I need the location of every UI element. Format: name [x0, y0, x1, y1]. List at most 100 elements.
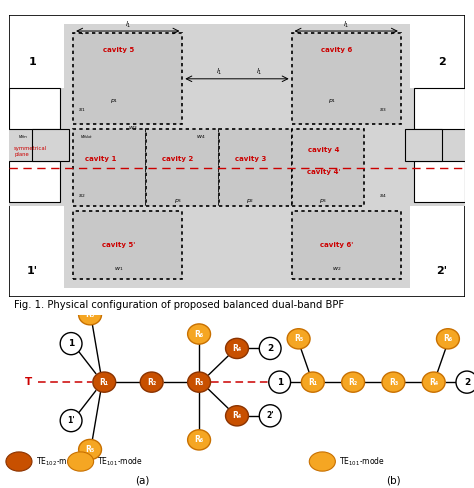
Text: R₄: R₄ — [232, 344, 242, 353]
Text: $w_m$: $w_m$ — [18, 133, 28, 141]
Text: cavity 6': cavity 6' — [320, 242, 354, 248]
Text: $w_2$: $w_2$ — [332, 265, 342, 273]
Text: cavity 3: cavity 3 — [235, 156, 266, 162]
Bar — [405, 161, 442, 202]
Circle shape — [259, 337, 281, 360]
Text: cavity 1: cavity 1 — [85, 156, 116, 162]
Text: $s_3$: $s_3$ — [379, 106, 386, 114]
Bar — [64, 24, 410, 288]
Bar — [73, 33, 182, 124]
Text: $s_4$: $s_4$ — [379, 192, 386, 200]
Text: R₅: R₅ — [85, 310, 95, 319]
Text: 2: 2 — [438, 57, 446, 67]
Bar — [405, 88, 442, 129]
Text: $p_1$: $p_1$ — [328, 97, 337, 104]
Text: (b): (b) — [386, 475, 401, 485]
Ellipse shape — [309, 452, 336, 471]
Ellipse shape — [140, 372, 163, 392]
Text: R₄: R₄ — [429, 378, 438, 386]
Text: 2: 2 — [464, 378, 470, 386]
Text: R₁: R₁ — [100, 378, 109, 386]
Bar — [414, 161, 465, 202]
Text: $w_{slot}$: $w_{slot}$ — [80, 133, 94, 141]
Bar — [32, 88, 69, 129]
Ellipse shape — [79, 305, 101, 325]
Text: 2': 2' — [436, 266, 447, 277]
Bar — [292, 211, 401, 279]
Text: cavity 4: cavity 4 — [308, 146, 339, 153]
Text: R₆: R₆ — [194, 329, 204, 339]
Text: cavity 5: cavity 5 — [103, 46, 134, 53]
Text: 1': 1' — [67, 416, 75, 425]
Text: $p_1$: $p_1$ — [110, 97, 118, 104]
Bar — [146, 129, 219, 206]
Text: 1: 1 — [276, 378, 283, 386]
Bar — [219, 129, 292, 206]
Text: R₁: R₁ — [308, 378, 318, 386]
Ellipse shape — [301, 372, 324, 392]
Bar — [292, 33, 401, 124]
Text: R₆: R₆ — [443, 334, 453, 344]
Text: 2: 2 — [267, 344, 273, 353]
Text: $p_3$: $p_3$ — [319, 197, 328, 204]
Bar — [9, 106, 64, 206]
Ellipse shape — [93, 372, 116, 392]
Bar — [405, 129, 442, 161]
Text: $w_4$: $w_4$ — [196, 133, 205, 141]
Bar — [73, 129, 146, 206]
Text: cavity 2: cavity 2 — [162, 156, 193, 162]
Ellipse shape — [79, 439, 101, 460]
Text: $l_1$: $l_1$ — [125, 20, 131, 30]
Text: $l_1$: $l_1$ — [216, 67, 222, 78]
Text: 1: 1 — [28, 57, 36, 67]
Text: T: T — [25, 377, 32, 387]
Ellipse shape — [342, 372, 365, 392]
Bar — [414, 88, 465, 129]
Text: cavity 4': cavity 4' — [307, 169, 340, 175]
Text: $w_3$: $w_3$ — [128, 124, 137, 132]
Text: Fig. 1. Physical configuration of proposed balanced dual-band BPF: Fig. 1. Physical configuration of propos… — [14, 301, 344, 310]
Circle shape — [60, 332, 82, 355]
Text: symmetrical
plane: symmetrical plane — [14, 146, 47, 157]
Text: R₆: R₆ — [194, 435, 204, 445]
Text: $w_1$: $w_1$ — [114, 265, 123, 273]
Text: R₄: R₄ — [232, 411, 242, 420]
Bar — [9, 88, 60, 129]
Bar — [32, 129, 69, 161]
Ellipse shape — [226, 406, 248, 426]
Circle shape — [269, 371, 291, 393]
Bar — [410, 106, 465, 206]
Bar — [292, 129, 365, 206]
Text: 1': 1' — [27, 266, 38, 277]
Bar — [9, 161, 60, 202]
Ellipse shape — [188, 430, 210, 450]
Text: R₂: R₂ — [348, 378, 358, 386]
Ellipse shape — [188, 372, 210, 392]
Text: R₃: R₃ — [194, 378, 204, 386]
Bar — [442, 129, 465, 161]
Ellipse shape — [437, 329, 459, 349]
Circle shape — [456, 371, 474, 393]
Ellipse shape — [287, 329, 310, 349]
Text: 2': 2' — [266, 411, 274, 420]
Text: cavity 5': cavity 5' — [102, 242, 135, 248]
Bar — [9, 129, 32, 161]
Text: TE$_{101}$-mode: TE$_{101}$-mode — [339, 455, 385, 468]
Text: R₂: R₂ — [147, 378, 156, 386]
Bar — [73, 211, 182, 279]
Ellipse shape — [6, 452, 32, 471]
Ellipse shape — [226, 338, 248, 359]
Ellipse shape — [188, 324, 210, 344]
Bar — [32, 161, 69, 202]
Text: 1: 1 — [68, 339, 74, 348]
Text: TE$_{101}$-mode: TE$_{101}$-mode — [97, 455, 143, 468]
Ellipse shape — [382, 372, 405, 392]
Text: $p_3$: $p_3$ — [173, 197, 182, 204]
Ellipse shape — [67, 452, 93, 471]
Text: T': T' — [274, 377, 285, 387]
Text: R₃: R₃ — [389, 378, 398, 386]
Text: $p_2$: $p_2$ — [246, 197, 255, 204]
Text: $l_1$: $l_1$ — [343, 20, 349, 30]
Text: $l_1$: $l_1$ — [256, 67, 263, 78]
Text: $s_2$: $s_2$ — [79, 192, 86, 200]
